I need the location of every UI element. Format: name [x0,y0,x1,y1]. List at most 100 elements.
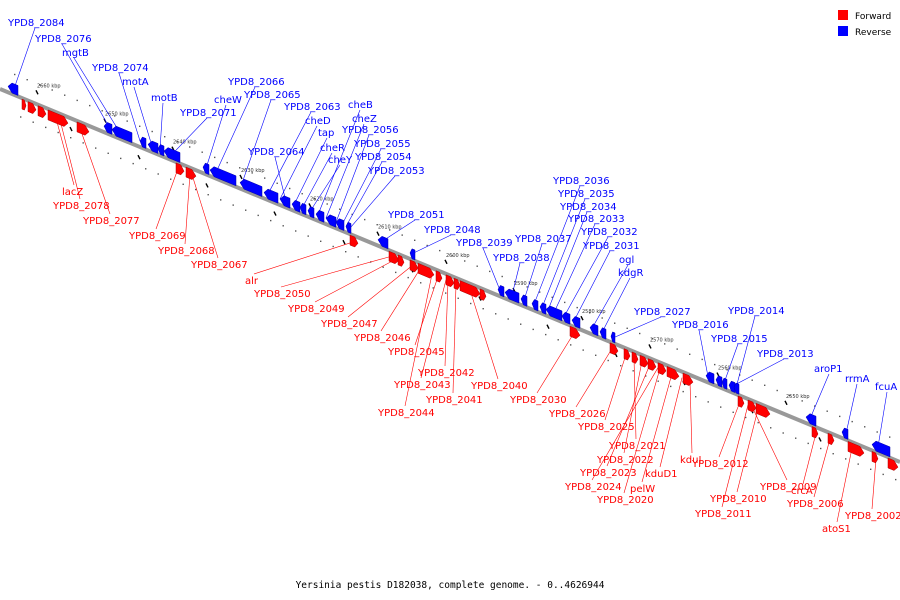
scale-dot [395,271,397,274]
reverse-gene-arrow [571,316,581,329]
label-leader-line [606,364,651,467]
scale-dot [201,151,203,153]
forward-gene-arrow [666,366,680,381]
scale-dot [501,275,503,278]
scale-dot [807,442,809,445]
label-leader-line [845,383,858,434]
scale-dot [145,168,147,170]
forward-gene-arrow [847,441,865,457]
gene-label-ypd8-2074: YPD8_2074 [91,63,149,74]
label-leader-line [171,117,208,155]
gene-label-ypd8-2042: YPD8_2042 [417,368,475,379]
label-leader-line [623,368,661,494]
label-leader-line [718,401,741,458]
gene-label-ypd8-2041: YPD8_2041 [425,395,483,406]
forward-gene-arrow [682,372,694,386]
scale-dot [751,379,753,381]
scale-dot [114,115,116,117]
gene-label-ypd8-2025: YPD8_2025 [577,422,635,433]
label-leader-line [469,289,499,380]
label-leader-line [309,164,341,212]
gene-label-ypd8-2032: YPD8_2032 [580,227,638,238]
scale-dot [364,218,366,221]
reverse-gene-arrow [299,202,307,216]
label-leader-line [698,329,709,377]
reverse-gene-arrow [504,288,520,304]
scale-tick [69,126,73,132]
label-leader-line [191,174,219,259]
scale-dot [332,245,334,248]
scale-dot [701,358,703,361]
scale-dot [895,478,897,481]
scale-dot [482,308,484,310]
gene-label-ypd8-2026: YPD8_2026 [548,409,606,420]
label-leader-line [523,243,543,301]
scale-dot [307,235,309,237]
label-leader-line [280,256,391,288]
scale-dot [389,229,391,231]
gene-label-ypd8-2027: YPD8_2027 [633,307,691,318]
gene-label-ypd8-2067: YPD8_2067 [190,260,248,271]
forward-gene-arrow [459,280,481,298]
gene-label-ypd8-2054: YPD8_2054 [354,152,412,163]
scale-tick [784,400,788,406]
gene-label-chew: cheW [214,95,242,106]
scale-tick [342,239,346,245]
scale-dot [176,141,178,143]
reverse-gene-arrow [841,427,849,440]
gene-label-ypd8-2031: YPD8_2031 [582,241,640,252]
scale-dot [614,322,616,324]
label-leader-line [689,380,693,454]
scale-dot [651,338,653,340]
scale-dot [245,209,247,211]
scale-dot [20,116,22,118]
scale-dot [764,384,766,386]
label-leader-line [420,279,447,379]
gene-label-arop1: aroP1 [814,364,843,375]
label-leader-line [553,223,596,313]
forward-gene-arrow [657,362,667,376]
gene-label-ypd8-2023: YPD8_2023 [579,468,637,479]
gene-label-cher: cheR [320,143,345,154]
scale-dot [639,332,641,335]
scale-dot [795,437,797,439]
scale-dot [139,125,141,127]
reverse-gene-arrow [733,382,740,395]
gene-label-ypd8-2002: YPD8_2002 [844,511,900,522]
label-leader-line [575,348,613,408]
reverse-gene-arrow [721,377,728,390]
scale-dot [189,146,191,148]
gene-label-ypd8-2078: YPD8_2078 [52,201,110,212]
scale-dot [401,234,403,236]
scale-dot [876,431,878,433]
scale-tick [648,344,652,349]
gene-label-ched: cheD [305,116,331,127]
gene-label-ypd8-2047: YPD8_2047 [320,319,378,330]
scale-dot [526,286,528,288]
reverse-gene-arrow [263,188,279,204]
gene-label-ypd8-2076: YPD8_2076 [34,34,92,45]
legend-swatch-reverse [838,26,848,36]
reverse-gene-arrow [520,294,528,307]
gene-features [7,82,899,471]
label-leader-line [59,119,81,200]
label-leader-line [241,99,272,184]
gene-label-cheb: cheB [348,100,373,111]
forward-gene-arrow [647,358,657,371]
scale-dot [682,390,684,393]
scale-tick [376,231,380,236]
gene-label-ogl: ogl [619,255,634,266]
reverse-gene-arrow [705,371,715,385]
scale-dot [76,99,78,102]
gene-label-ypd8-2010: YPD8_2010 [709,494,767,505]
reverse-gene-arrow [279,195,291,209]
reverse-gene-arrow [345,221,352,234]
scale-dot [214,156,216,159]
scale-dot [107,152,109,154]
forward-gene-arrow [871,451,879,464]
gene-label-ypd8-2035: YPD8_2035 [557,189,615,200]
scale-dot [151,130,153,133]
scale-dot [695,396,697,398]
scale-tick-label: 2610 kbp [378,225,402,231]
